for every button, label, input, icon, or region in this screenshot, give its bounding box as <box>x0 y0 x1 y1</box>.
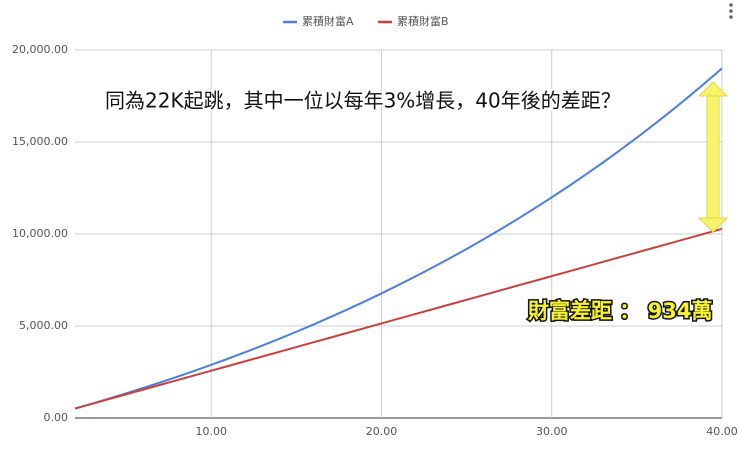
legend-label: 累積財富B <box>397 14 449 28</box>
y-tick-label: 15,000.00 <box>12 135 68 148</box>
x-tick-label: 30.00 <box>536 425 568 438</box>
annotation-gap: 財富差距 ： 934萬 <box>528 299 712 323</box>
gap-arrow <box>697 81 729 233</box>
x-tick-label: 10.00 <box>195 425 227 438</box>
series-line <box>74 227 723 410</box>
x-tick-label: 40.00 <box>706 425 738 438</box>
annotation-question: 同為22K起跳，其中一位以每年3%增長，40年後的差距？ <box>105 89 621 113</box>
x-tick-label: 20.00 <box>366 425 398 438</box>
legend-label: 累積財富A <box>302 14 354 28</box>
menu-icon[interactable] <box>729 3 733 19</box>
series-line <box>74 67 723 410</box>
y-tick-label: 5,000.00 <box>19 319 68 332</box>
y-tick-label: 0.00 <box>44 411 69 424</box>
y-tick-label: 10,000.00 <box>12 227 68 240</box>
y-tick-label: 20,000.00 <box>12 43 68 56</box>
